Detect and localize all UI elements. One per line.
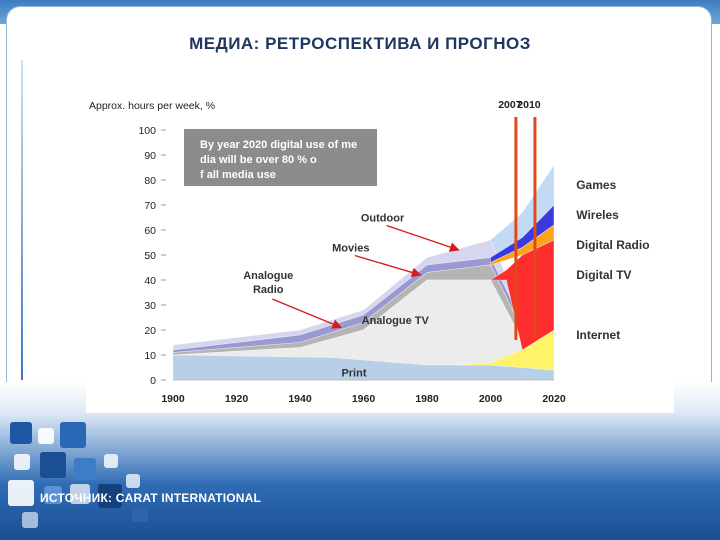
y-tick-label: 10 bbox=[144, 350, 156, 362]
series-label-analogue-radio: Analogue bbox=[243, 270, 293, 282]
x-tick-label: 1900 bbox=[161, 393, 185, 405]
deco-square bbox=[22, 512, 38, 528]
y-tick-label: 60 bbox=[144, 225, 156, 237]
series-label-digital-radio: Digital Radio bbox=[576, 238, 649, 252]
marker-label-2010: 2010 bbox=[517, 99, 541, 111]
deco-square bbox=[126, 474, 140, 488]
series-label-wireles: Wireles bbox=[576, 208, 619, 222]
y-tick-label: 20 bbox=[144, 325, 156, 337]
series-label-internet: Internet bbox=[576, 328, 620, 342]
x-tick-label: 1920 bbox=[225, 393, 249, 405]
arrow-analogue-radio bbox=[271, 298, 343, 329]
deco-square bbox=[14, 454, 30, 470]
y-tick-label: 30 bbox=[144, 300, 156, 312]
y-axis-label: Approx. hours per week, % bbox=[89, 100, 215, 112]
deco-square bbox=[74, 458, 96, 480]
callout-text-line: f all media use bbox=[200, 169, 276, 181]
callout-box bbox=[184, 129, 377, 186]
series-label-games: Games bbox=[576, 178, 616, 192]
callout-text-line: By year 2020 digital use of me bbox=[200, 139, 357, 151]
deco-square bbox=[70, 484, 90, 504]
series-label-analogue-radio-line2: Radio bbox=[253, 284, 284, 296]
left-accent-line bbox=[21, 60, 23, 380]
y-tick-label: 0 bbox=[150, 375, 156, 387]
deco-square bbox=[104, 454, 118, 468]
series-label-movies: Movies bbox=[332, 243, 369, 255]
series-label-digital-tv: Digital TV bbox=[576, 268, 631, 282]
page-title: МЕДИА: РЕТРОСПЕКТИВА И ПРОГНОЗ bbox=[189, 34, 531, 53]
deco-square bbox=[132, 506, 148, 522]
deco-square bbox=[60, 422, 86, 448]
deco-square bbox=[98, 484, 122, 508]
y-tick-label: 50 bbox=[144, 250, 156, 262]
area-chart: Approx. hours per week, % 0 10 20 30 40 50 60 70… bbox=[89, 99, 650, 405]
x-tick-label: 2000 bbox=[479, 393, 503, 405]
marker-label-2007: 2007 bbox=[498, 99, 522, 111]
y-tick-label: 90 bbox=[144, 150, 156, 162]
callout-text-line: dia will be over 80 % o bbox=[200, 154, 317, 166]
y-tick-label: 100 bbox=[138, 125, 156, 137]
arrow-movies bbox=[354, 254, 422, 278]
deco-square bbox=[40, 452, 66, 478]
y-tick-label: 40 bbox=[144, 275, 156, 287]
source-caption: ИСТОЧНИК: CARAT INTERNATIONAL bbox=[40, 491, 262, 505]
x-tick-label: 1940 bbox=[288, 393, 312, 405]
arrow-outdoor bbox=[386, 224, 460, 252]
x-tick-label: 1980 bbox=[415, 393, 439, 405]
chart-panel: Approx. hours per week, % 0 10 20 30 40 50 60 70… bbox=[86, 93, 674, 413]
y-tick-label: 80 bbox=[144, 175, 156, 187]
x-tick-label: 1960 bbox=[352, 393, 376, 405]
series-label-analogue-tv: Analogue TV bbox=[362, 315, 430, 327]
deco-square bbox=[44, 486, 62, 504]
y-tick-label: 70 bbox=[144, 200, 156, 212]
series-label-outdoor: Outdoor bbox=[361, 213, 405, 225]
deco-square bbox=[10, 422, 32, 444]
series-label-print: Print bbox=[341, 368, 366, 380]
area-digital-tv bbox=[489, 239, 555, 351]
deco-square bbox=[38, 428, 54, 444]
x-tick-label: 2020 bbox=[542, 393, 566, 405]
area-internet bbox=[458, 329, 555, 371]
deco-square bbox=[8, 480, 34, 506]
